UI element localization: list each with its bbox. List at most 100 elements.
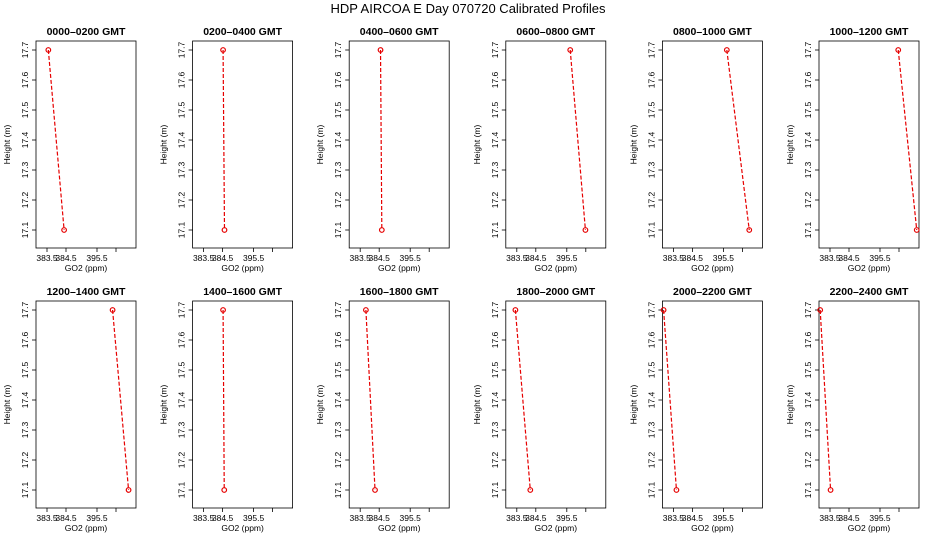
y-tick-label: 17.4: [803, 131, 813, 148]
x-tick-label: 395.5: [86, 513, 108, 523]
x-axis-label: GO2 (ppm): [221, 523, 264, 533]
data-point: [512, 307, 519, 313]
x-tick-label: 383.5: [193, 253, 215, 263]
y-tick-label: 17.5: [177, 101, 187, 118]
data-point: [582, 227, 589, 233]
y-tick-label: 17.4: [333, 391, 343, 408]
figure-title: HDP AIRCOA E Day 070720 Calibrated Profi…: [330, 1, 606, 16]
chart-panel: 0600–0800 GMT 17.1 17.2 17.3 17.4 17.5 17.6 17.…: [472, 26, 607, 273]
y-tick-label: 17.7: [803, 301, 813, 318]
y-axis-label: Height (m): [628, 125, 638, 165]
y-tick-label: 17.4: [177, 131, 187, 148]
x-axis-label: GO2 (ppm): [691, 523, 734, 533]
y-tick-label: 17.2: [803, 451, 813, 468]
x-axis-label: GO2 (ppm): [378, 523, 421, 533]
y-tick-label: 17.7: [490, 41, 500, 58]
x-tick-label: 383.5: [350, 253, 372, 263]
profile-line: [379, 49, 383, 231]
y-tick-label: 17.1: [20, 221, 30, 238]
data-point: [220, 47, 226, 53]
data-point: [372, 487, 378, 493]
x-tick-label: 395.5: [556, 253, 578, 263]
x-tick-label: 383.5: [193, 513, 215, 523]
y-tick-label: 17.6: [646, 331, 656, 348]
y-tick-label: 17.6: [803, 71, 813, 88]
y-tick-label: 17.4: [177, 391, 187, 408]
y-tick-label: 17.7: [177, 301, 187, 318]
x-axis-label: GO2 (ppm): [378, 263, 421, 273]
y-tick-label: 17.2: [646, 191, 656, 208]
y-tick-label: 17.5: [646, 361, 656, 378]
y-tick-label: 17.5: [333, 101, 343, 118]
y-tick-label: 17.3: [490, 161, 500, 178]
data-point: [61, 227, 67, 233]
y-tick-label: 17.3: [177, 421, 187, 438]
profile-line: [569, 49, 587, 231]
y-tick-label: 17.5: [333, 361, 343, 378]
plot-frame: [192, 40, 294, 249]
data-point: [660, 307, 667, 313]
y-tick-label: 17.5: [490, 361, 500, 378]
x-tick-label: 383.5: [350, 513, 372, 523]
plot-frame: [348, 40, 450, 249]
x-tick-label: 383.5: [663, 513, 685, 523]
profile-line: [514, 309, 531, 491]
plot-frame: [662, 300, 763, 509]
chart-panel: 1200–1400 GMT 17.1 17.2 17.3 17.4 17.5 17.6 17.…: [2, 286, 137, 533]
y-axis-label: Height (m): [2, 125, 12, 165]
chart-panel: 0400–0600 GMT 17.1 17.2 17.3 17.4 17.5 17.6 17.…: [315, 26, 450, 273]
y-tick-label: 17.6: [177, 71, 187, 88]
x-tick-label: 384.5: [369, 253, 391, 263]
y-tick-label: 17.1: [803, 481, 813, 498]
x-tick-label: 384.5: [682, 253, 704, 263]
x-axis-label: GO2 (ppm): [221, 263, 264, 273]
x-axis-label: GO2 (ppm): [535, 523, 578, 533]
data-point: [220, 307, 226, 313]
x-tick-label: 384.5: [838, 253, 860, 263]
y-tick-label: 17.6: [20, 71, 30, 88]
y-tick-label: 17.3: [803, 161, 813, 178]
y-tick-label: 17.6: [490, 71, 500, 88]
y-tick-label: 17.4: [20, 131, 30, 148]
y-tick-label: 17.5: [20, 361, 30, 378]
y-tick-label: 17.1: [333, 481, 343, 498]
y-tick-label: 17.7: [333, 41, 343, 58]
y-tick-label: 17.3: [803, 421, 813, 438]
x-tick-label: 395.5: [400, 253, 422, 263]
x-tick-label: 383.5: [819, 513, 841, 523]
chart-panel: 1000–1200 GMT 17.1 17.2 17.3 17.4 17.5 17.6 17.…: [785, 26, 920, 273]
panel-title: 0600–0800 GMT: [516, 26, 595, 38]
y-axis-label: Height (m): [159, 385, 169, 425]
y-tick-label: 17.7: [490, 301, 500, 318]
data-point: [567, 47, 574, 53]
chart-panel: 0000–0200 GMT 17.1 17.2 17.3 17.4 17.5 17.6 17.…: [2, 26, 137, 273]
x-tick-label: 384.5: [525, 253, 547, 263]
y-tick-label: 17.5: [177, 361, 187, 378]
y-tick-label: 17.6: [490, 331, 500, 348]
y-tick-label: 17.6: [177, 331, 187, 348]
data-point: [221, 227, 228, 233]
y-tick-label: 17.4: [20, 391, 30, 408]
plot-frame: [818, 40, 920, 249]
y-tick-label: 17.2: [803, 191, 813, 208]
profile-line: [726, 49, 750, 231]
y-tick-label: 17.2: [490, 451, 500, 468]
y-axis-label: Height (m): [785, 125, 795, 165]
panel-title: 1400–1600 GMT: [203, 286, 282, 298]
y-tick-label: 17.2: [646, 451, 656, 468]
data-point: [527, 487, 534, 493]
y-tick-label: 17.1: [177, 481, 187, 498]
x-tick-label: 384.5: [55, 253, 77, 263]
x-tick-label: 384.5: [682, 513, 704, 523]
y-tick-label: 17.7: [177, 41, 187, 58]
y-tick-label: 17.2: [333, 451, 343, 468]
x-axis-label: GO2 (ppm): [848, 523, 891, 533]
y-tick-label: 17.1: [177, 221, 187, 238]
y-tick-label: 17.2: [333, 191, 343, 208]
y-tick-label: 17.7: [333, 301, 343, 318]
x-tick-label: 395.5: [243, 253, 265, 263]
y-tick-label: 17.3: [646, 161, 656, 178]
y-tick-label: 17.7: [646, 41, 656, 58]
data-point: [746, 227, 753, 233]
panel-title: 1600–1800 GMT: [360, 286, 439, 298]
